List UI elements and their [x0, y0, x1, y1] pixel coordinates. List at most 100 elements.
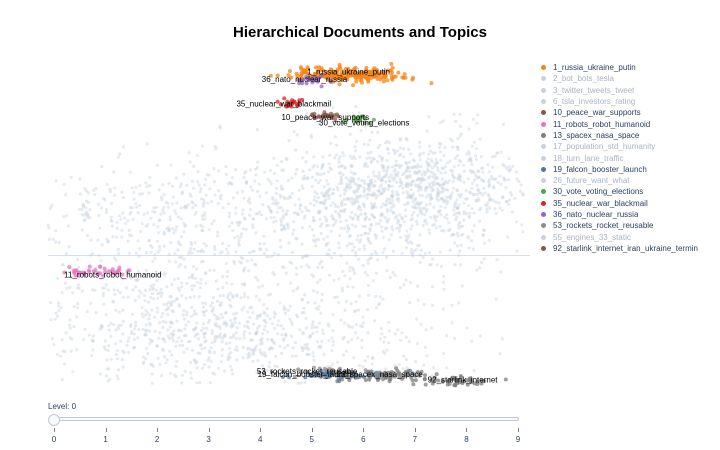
- legend-item[interactable]: 36_nato_nuclear_russia: [538, 209, 720, 220]
- legend-item[interactable]: 53_rockets_rocket_reusable: [538, 220, 720, 231]
- slider-tick-label[interactable]: 9: [515, 435, 521, 444]
- legend-item[interactable]: 1_russia_ukraine_putin: [538, 62, 720, 73]
- document-point: [120, 190, 124, 194]
- document-point: [300, 184, 304, 188]
- legend-item[interactable]: 30_vote_voting_elections: [538, 186, 720, 197]
- document-point: [367, 183, 372, 187]
- topic-point: [415, 370, 420, 375]
- level-label: Level: 0: [48, 402, 77, 411]
- document-point: [248, 168, 253, 172]
- legend-item[interactable]: 19_falcon_booster_launch: [538, 164, 720, 175]
- topic-point: [408, 368, 413, 373]
- document-point: [433, 177, 438, 181]
- document-point: [409, 218, 413, 222]
- legend-item[interactable]: 35_nuclear_war_blackmail: [538, 198, 720, 209]
- document-point: [324, 206, 328, 210]
- slider-tick-label[interactable]: 5: [309, 435, 314, 444]
- legend-item[interactable]: 3_twitter_tweets_tweet: [538, 85, 720, 96]
- document-point: [248, 306, 252, 310]
- document-point: [55, 276, 60, 280]
- document-point: [156, 231, 161, 235]
- topic-point: [359, 77, 364, 82]
- document-point: [192, 312, 196, 316]
- slider-tick-label[interactable]: 1: [103, 435, 108, 444]
- document-point: [442, 181, 447, 186]
- legend: 1_russia_ukraine_putin 2_bot_bots_tesla 3_…: [538, 62, 720, 254]
- document-point: [429, 186, 433, 190]
- legend-item[interactable]: 13_spacex_nasa_space: [538, 130, 720, 141]
- document-point: [268, 347, 272, 351]
- slider-tick-label[interactable]: 3: [206, 435, 211, 444]
- level-slider-track[interactable]: [49, 417, 519, 421]
- document-point: [272, 220, 276, 224]
- document-point: [317, 345, 321, 349]
- document-point: [475, 192, 479, 196]
- topic-point: [465, 382, 470, 387]
- document-point: [274, 198, 278, 202]
- document-point: [169, 163, 173, 167]
- document-point: [474, 174, 478, 178]
- document-point: [80, 212, 84, 216]
- slider-tick-label[interactable]: 6: [361, 435, 366, 444]
- document-point: [485, 210, 489, 214]
- document-point: [257, 314, 261, 318]
- document-point: [270, 210, 274, 214]
- document-point: [199, 343, 203, 347]
- document-point: [481, 232, 485, 237]
- document-point: [242, 324, 247, 328]
- slider-tick-label[interactable]: 7: [412, 435, 418, 444]
- document-point: [453, 263, 457, 267]
- document-point: [147, 329, 152, 333]
- level-slider-handle[interactable]: [48, 414, 60, 426]
- document-point: [329, 229, 333, 233]
- legend-item[interactable]: 6_tsla_investors_rating: [538, 96, 720, 107]
- document-point: [206, 320, 210, 324]
- document-point: [372, 215, 376, 219]
- document-point: [513, 197, 517, 201]
- legend-item[interactable]: 18_turn_lane_traffic: [538, 152, 720, 163]
- legend-item[interactable]: 11_robots_robot_humanoid: [538, 118, 720, 129]
- document-point: [406, 241, 410, 245]
- scatter-plot[interactable]: 1_russia_ukraine_putin36_nato_nuclear_ru…: [0, 0, 530, 400]
- legend-item[interactable]: 10_peace_war_supports: [538, 107, 720, 118]
- document-point: [244, 170, 248, 174]
- document-point: [203, 340, 207, 344]
- document-point: [251, 223, 255, 227]
- document-point: [195, 154, 199, 158]
- legend-item[interactable]: 92_starlink_internet_iran_ukraine_termin: [538, 243, 720, 254]
- document-point: [254, 344, 258, 348]
- slider-tick-label[interactable]: 4: [257, 435, 263, 444]
- document-point: [372, 157, 376, 161]
- document-point: [221, 315, 225, 320]
- legend-item[interactable]: 17_population_std_humanity: [538, 141, 720, 152]
- legend-item[interactable]: 2_bot_bots_tesla: [538, 73, 720, 84]
- document-point: [122, 351, 126, 355]
- document-point: [389, 209, 393, 213]
- document-point: [161, 347, 165, 351]
- document-point: [444, 187, 448, 191]
- document-point: [144, 332, 148, 336]
- slider-tick-label[interactable]: 2: [154, 435, 160, 444]
- document-point: [507, 168, 511, 172]
- document-point: [428, 149, 432, 153]
- topic-point: [280, 375, 285, 379]
- document-point: [382, 189, 386, 193]
- document-point: [132, 197, 136, 201]
- document-point: [403, 203, 407, 207]
- document-point: [348, 242, 352, 246]
- slider-tick-label[interactable]: 0: [51, 435, 57, 444]
- document-point: [311, 165, 315, 169]
- document-point: [300, 298, 305, 302]
- document-point: [264, 321, 268, 325]
- document-point: [391, 211, 395, 215]
- document-point: [169, 295, 173, 299]
- slider-tick-label[interactable]: 8: [464, 435, 469, 444]
- document-point: [242, 283, 246, 287]
- legend-item[interactable]: 55_engines_33_static: [538, 231, 720, 242]
- document-point: [411, 166, 415, 170]
- legend-item[interactable]: 26_future_want_what: [538, 175, 720, 186]
- document-point: [170, 336, 174, 340]
- document-point: [397, 219, 401, 223]
- document-point: [171, 338, 175, 343]
- document-point: [247, 346, 251, 350]
